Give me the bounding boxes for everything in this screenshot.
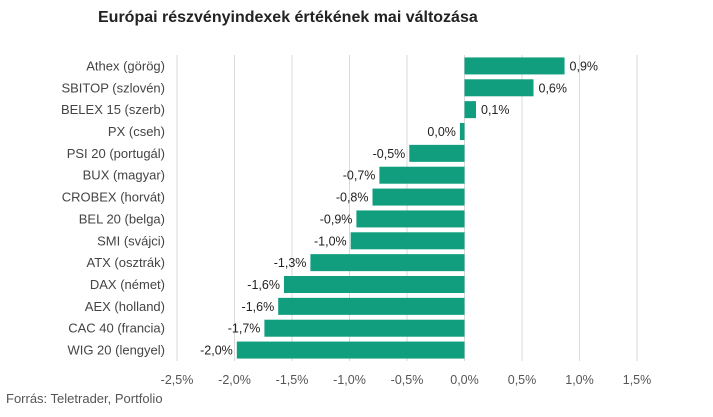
category-label: ATX (osztrák) bbox=[87, 255, 166, 270]
category-label: CAC 40 (francia) bbox=[68, 321, 165, 336]
x-tick-label: -2,5% bbox=[161, 373, 194, 387]
category-label: PSI 20 (portugál) bbox=[67, 146, 165, 161]
category-label: PX (cseh) bbox=[108, 124, 165, 139]
x-tick-label: -1,0% bbox=[333, 373, 366, 387]
bar bbox=[283, 276, 465, 293]
bar bbox=[372, 188, 465, 206]
bar bbox=[310, 254, 465, 272]
bar bbox=[464, 57, 565, 75]
data-label: 0,6% bbox=[539, 81, 568, 95]
bar bbox=[264, 319, 465, 337]
data-label: -2,0% bbox=[200, 344, 233, 358]
x-tick-label: -2,0% bbox=[218, 373, 251, 387]
data-label: -0,9% bbox=[320, 212, 353, 226]
data-label: -0,7% bbox=[343, 169, 376, 183]
category-label: DAX (német) bbox=[90, 277, 165, 292]
category-label: Athex (görög) bbox=[86, 58, 165, 73]
category-label: BEL 20 (belga) bbox=[79, 211, 165, 226]
data-label: -1,0% bbox=[314, 234, 347, 248]
bar bbox=[409, 144, 465, 162]
bar bbox=[350, 232, 465, 250]
category-label: CROBEX (horvát) bbox=[62, 190, 165, 205]
bar bbox=[459, 123, 465, 140]
chart-title: Európai részvényindexek értékének mai vá… bbox=[98, 9, 478, 26]
data-label: -1,6% bbox=[242, 300, 275, 314]
x-tick-label: 1,0% bbox=[565, 373, 594, 387]
x-tick-label: -1,5% bbox=[276, 373, 309, 387]
category-label: AEX (holland) bbox=[85, 299, 165, 314]
bar bbox=[278, 297, 465, 315]
bar bbox=[356, 210, 465, 228]
data-label: -1,3% bbox=[274, 256, 307, 270]
data-label: -0,5% bbox=[373, 147, 406, 161]
bar bbox=[464, 101, 476, 119]
source-note: Forrás: Teletrader, Portfolio bbox=[6, 391, 163, 406]
data-label: -0,8% bbox=[336, 191, 369, 205]
x-tick-label: 1,5% bbox=[623, 373, 652, 387]
x-tick-label: 0,0% bbox=[450, 373, 479, 387]
bar bbox=[379, 166, 465, 184]
category-label: BUX (magyar) bbox=[83, 168, 165, 183]
data-label: -1,7% bbox=[228, 322, 261, 336]
data-label: 0,0% bbox=[427, 125, 456, 139]
category-label: SBITOP (szlovén) bbox=[61, 80, 165, 95]
category-label: SMI (svájci) bbox=[97, 233, 165, 248]
x-tick-label: 0,5% bbox=[508, 373, 537, 387]
data-label: -1,6% bbox=[247, 278, 280, 292]
data-label: 0,9% bbox=[570, 59, 599, 73]
category-label: WIG 20 (lengyel) bbox=[67, 343, 165, 358]
category-label: BELEX 15 (szerb) bbox=[61, 102, 165, 117]
bar bbox=[236, 341, 465, 359]
bar bbox=[464, 79, 534, 97]
data-label: 0,1% bbox=[481, 103, 510, 117]
x-tick-label: -0,5% bbox=[391, 373, 424, 387]
